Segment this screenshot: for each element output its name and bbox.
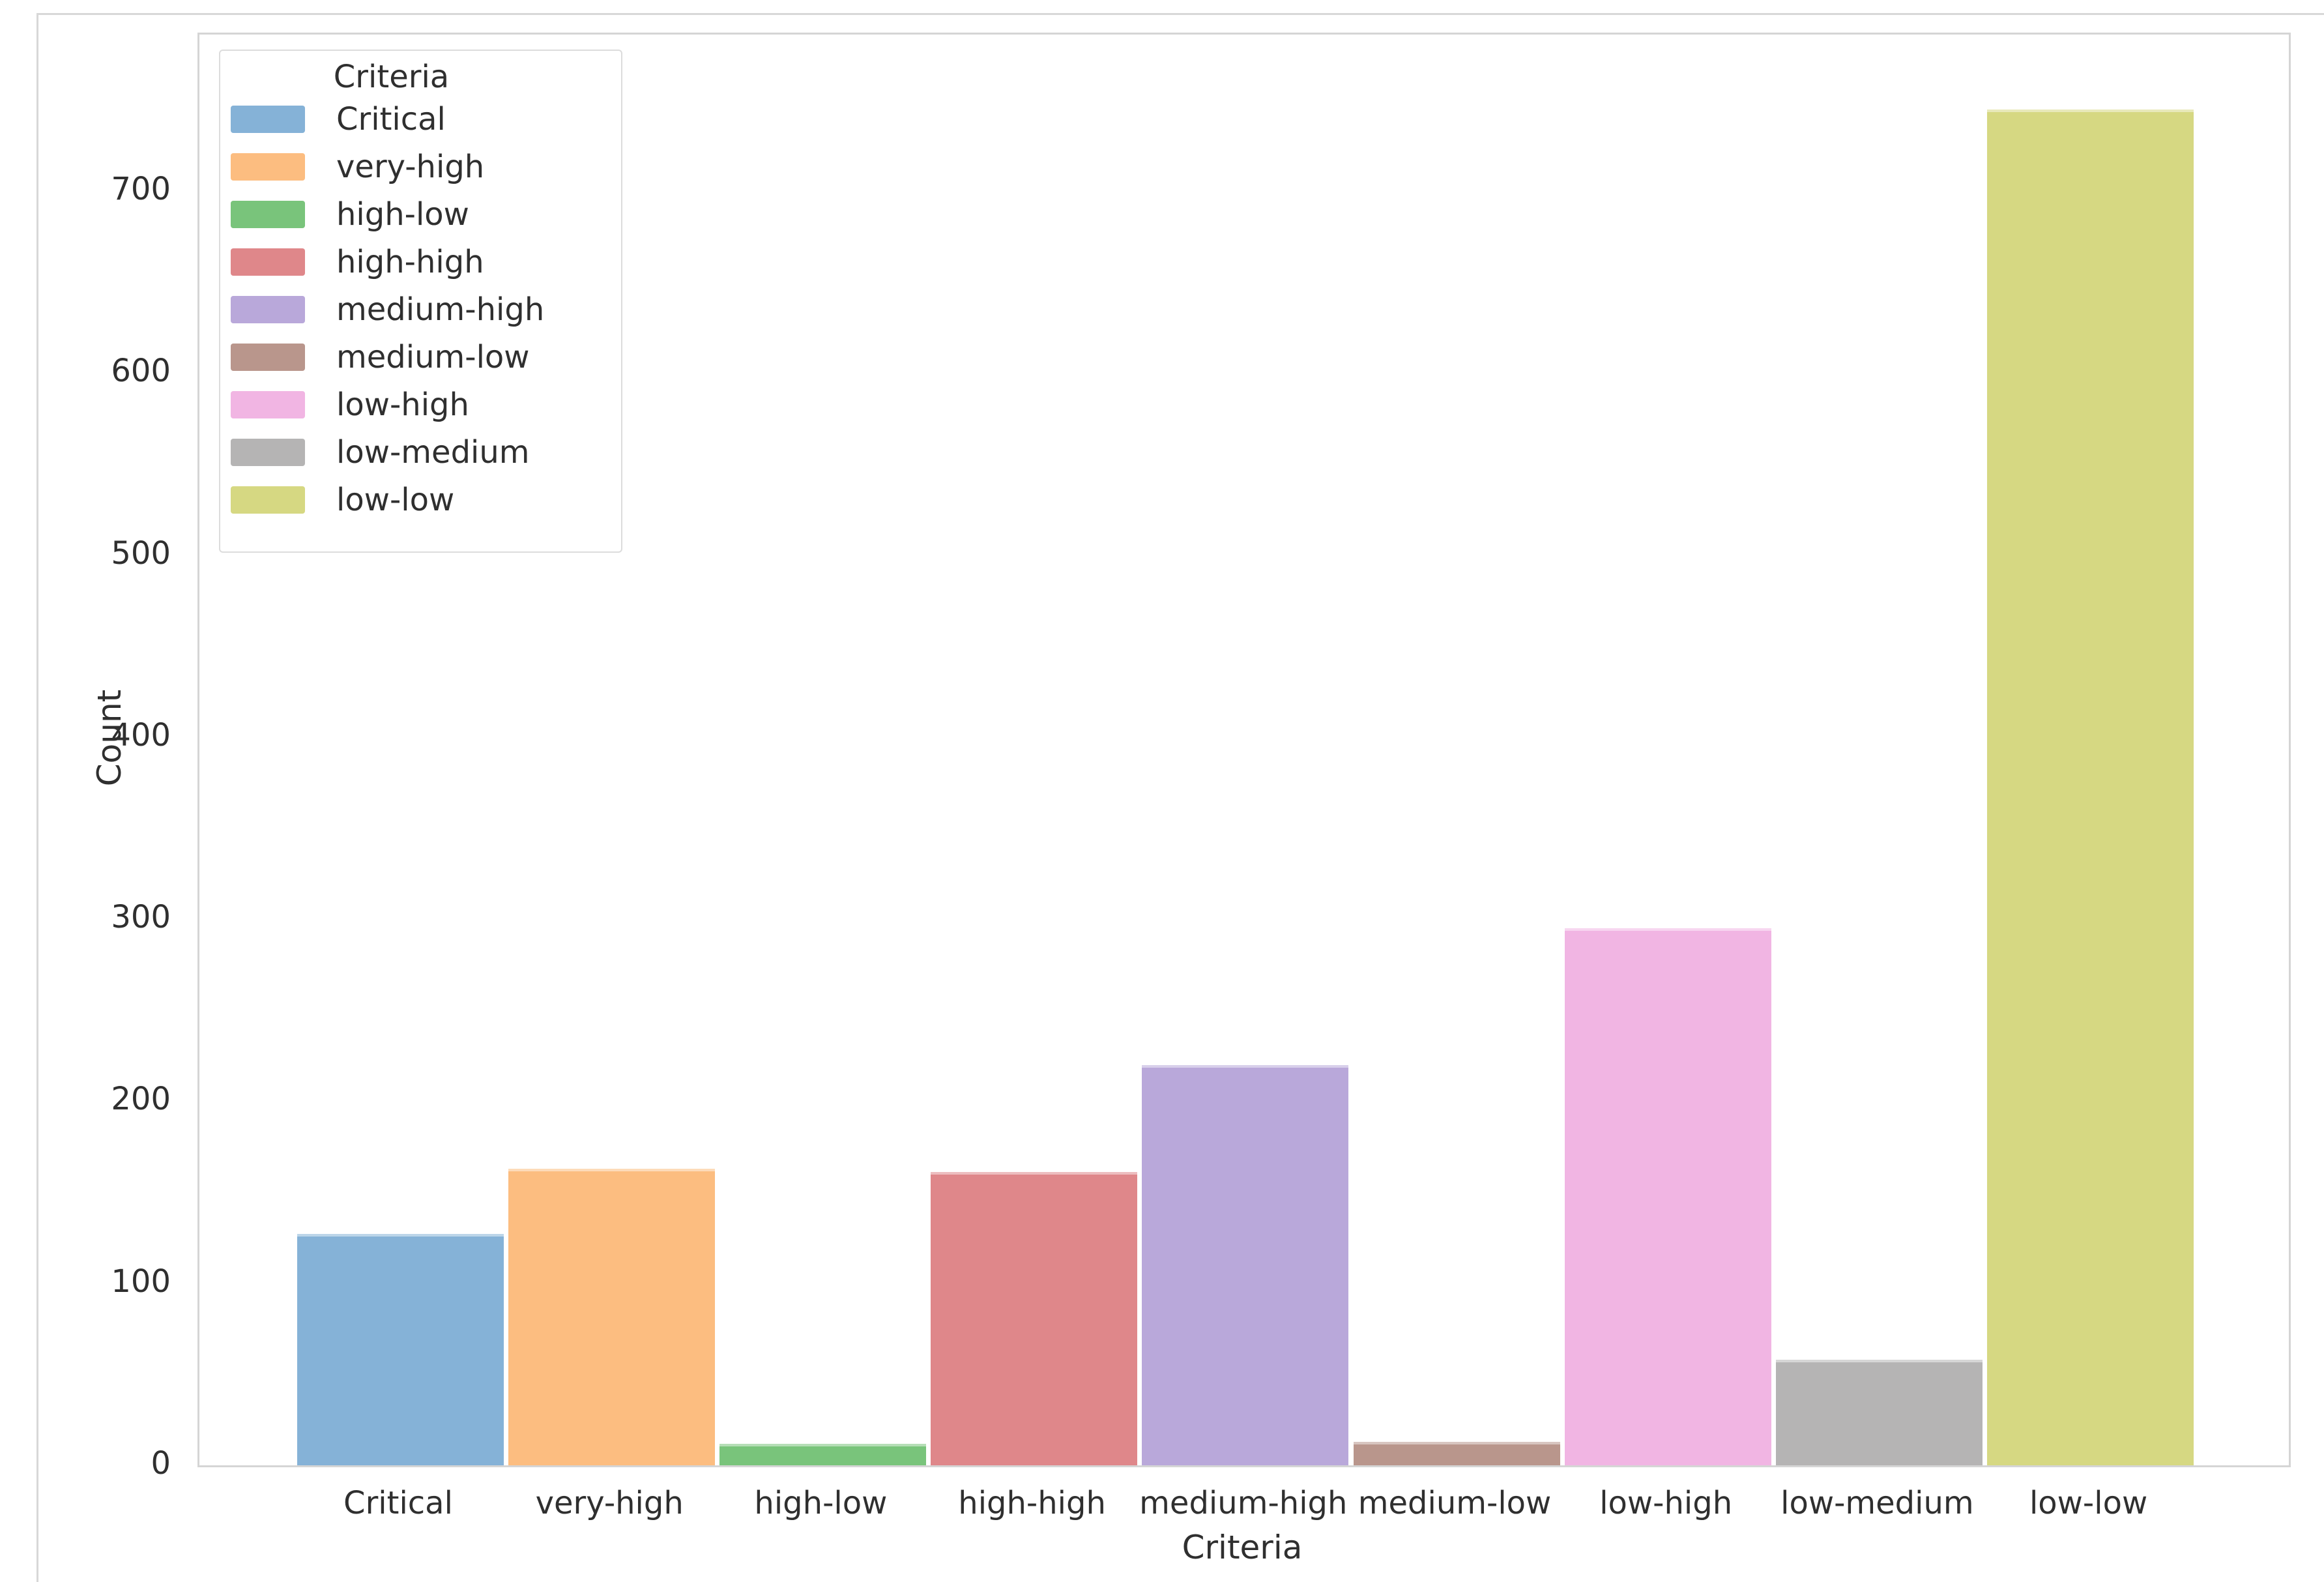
- figure-top-border: [36, 13, 2324, 15]
- legend-items: Critical very-high high-low high-high medium…: [220, 95, 621, 523]
- legend-item-label: medium-high: [336, 291, 545, 328]
- legend-item-label: low-medium: [336, 433, 530, 471]
- legend: Criteria Critical very-high high-low high-h…: [219, 50, 622, 553]
- bar-high-low: [719, 1443, 926, 1465]
- y-axis-title: Count: [91, 689, 128, 787]
- legend-item-label: medium-low: [336, 338, 530, 375]
- legend-item-label: Critical: [336, 100, 446, 138]
- legend-swatch-icon: [231, 438, 305, 466]
- legend-swatch-icon: [231, 153, 305, 181]
- x-tick-label: low-medium: [1780, 1485, 1974, 1521]
- x-tick-label: high-low: [754, 1485, 888, 1521]
- legend-item: high-high: [220, 238, 621, 286]
- legend-swatch-icon: [231, 295, 305, 323]
- y-tick-label: 500: [111, 535, 171, 572]
- legend-swatch-icon: [231, 486, 305, 514]
- x-tick-label: low-low: [2029, 1485, 2148, 1521]
- legend-item: Critical: [220, 95, 621, 143]
- bar-Critical: [297, 1234, 504, 1465]
- y-tick-label: 700: [111, 171, 171, 208]
- legend-swatch-icon: [231, 390, 305, 418]
- legend-item-label: high-low: [336, 196, 469, 233]
- bar-low-medium: [1775, 1360, 1983, 1465]
- legend-swatch-icon: [231, 248, 305, 276]
- x-tick-label: medium-low: [1358, 1485, 1552, 1521]
- bar-very-high: [508, 1168, 715, 1465]
- x-tick-label: Critical: [343, 1485, 453, 1521]
- figure-left-border: [36, 13, 38, 1582]
- y-tick-label: 400: [111, 716, 171, 754]
- x-tick-label: medium-high: [1139, 1485, 1348, 1521]
- y-tick-label: 200: [111, 1081, 171, 1118]
- legend-item-label: high-high: [336, 243, 484, 280]
- legend-item-label: low-low: [336, 481, 455, 518]
- bar-high-high: [931, 1172, 1138, 1465]
- legend-item: medium-low: [220, 333, 621, 381]
- x-tick-label: high-high: [958, 1485, 1106, 1521]
- y-tick-label: 100: [111, 1263, 171, 1300]
- legend-item: low-low: [220, 476, 621, 523]
- legend-item: low-high: [220, 381, 621, 428]
- bar-low-low: [1987, 109, 2194, 1465]
- legend-item-label: very-high: [336, 148, 485, 185]
- x-tick-label: low-high: [1599, 1485, 1733, 1521]
- bar-medium-high: [1142, 1064, 1349, 1465]
- legend-title: Criteria: [333, 59, 450, 95]
- legend-item: high-low: [220, 190, 621, 238]
- x-axis-title: Criteria: [1182, 1529, 1303, 1566]
- x-tick-label: very-high: [535, 1485, 684, 1521]
- bar-low-high: [1564, 928, 1771, 1465]
- legend-item: very-high: [220, 143, 621, 190]
- legend-swatch-icon: [231, 200, 305, 228]
- y-tick-label: 0: [151, 1445, 171, 1482]
- y-tick-label: 600: [111, 353, 171, 390]
- legend-swatch-icon: [231, 105, 305, 133]
- legend-item-label: low-high: [336, 386, 469, 423]
- bar-medium-low: [1353, 1441, 1560, 1465]
- y-tick-label: 300: [111, 899, 171, 936]
- legend-item: low-medium: [220, 428, 621, 476]
- legend-swatch-icon: [231, 343, 305, 371]
- legend-item: medium-high: [220, 286, 621, 333]
